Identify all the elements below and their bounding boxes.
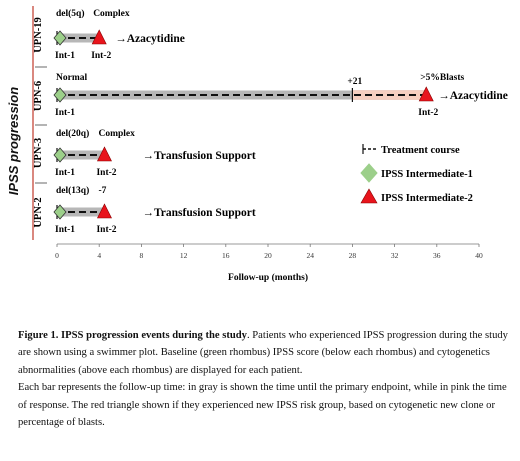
legend-label: IPSS Intermediate-2 [381,193,473,204]
baseline-cytogenetics: del(5q) [56,8,85,19]
baseline-ipss: Int-1 [55,108,75,118]
event-triangle [91,29,107,45]
event-triangle [96,203,112,219]
baseline-rhombus [53,30,67,46]
legend-label: Treatment course [381,145,460,156]
baseline-rhombus [53,147,67,163]
caption-text: . Patients who experienced IPSS progress… [18,330,508,376]
x-tick-label: 4 [97,251,101,260]
event-ipss: Int-2 [418,108,438,118]
response-label: +21 [347,77,362,87]
patient-label: UPN-3 [33,138,44,168]
baseline-rhombus [53,87,67,103]
legend-label: IPSS Intermediate-1 [381,169,473,180]
baseline-cytogenetics: del(13q) [56,185,89,196]
outcome-label: →Transfusion Support [142,207,255,219]
legend-rhombus [360,163,378,183]
x-tick-label: 24 [306,251,314,260]
gray-followup-bar [57,33,100,43]
outcome-label: →Azacytidine [438,90,508,102]
x-axis-label: Follow-up (months) [228,272,308,283]
baseline-ipss: Int-1 [55,51,75,61]
event-cytogenetics: Complex [93,9,130,19]
figure-caption: Figure 1. IPSS progression events during… [18,327,512,431]
event-cytogenetics: >5%Blasts [420,73,464,83]
x-tick-label: 32 [391,251,399,260]
event-ipss: Int-2 [96,225,116,235]
baseline-ipss: Int-1 [55,225,75,235]
caption-text-2: Each bar represents the follow-up time: … [18,382,507,429]
baseline-cytogenetics: del(20q) [56,128,89,139]
x-tick-label: 28 [349,251,357,260]
x-tick-label: 12 [180,251,188,260]
legend-triangle [360,188,378,204]
x-tick-label: 8 [140,251,144,260]
x-tick-label: 0 [55,251,59,260]
x-tick-label: 40 [475,251,483,260]
patient-label: UPN-19 [33,17,44,53]
patient-label: UPN-2 [33,197,44,227]
baseline-cytogenetics: Normal [56,73,87,83]
event-ipss: Int-2 [96,168,116,178]
patient-label: UPN-6 [33,81,44,111]
x-tick-label: 16 [222,251,230,260]
event-cytogenetics: Complex [98,129,135,139]
event-cytogenetics: -7 [98,186,106,196]
event-triangle [96,146,112,162]
outcome-label: →Azacytidine [115,33,185,45]
chart-canvas: UPN-19del(5q)Int-1ComplexInt-2→Azacytidi… [32,6,508,283]
caption-lead: Figure 1. IPSS progression events during… [18,330,247,341]
baseline-rhombus [53,204,67,220]
event-ipss: Int-2 [91,51,111,61]
baseline-ipss: Int-1 [55,168,75,178]
x-tick-label: 36 [433,251,441,260]
x-tick-label: 20 [264,251,272,260]
event-triangle [418,86,434,102]
outcome-label: →Transfusion Support [142,150,255,162]
